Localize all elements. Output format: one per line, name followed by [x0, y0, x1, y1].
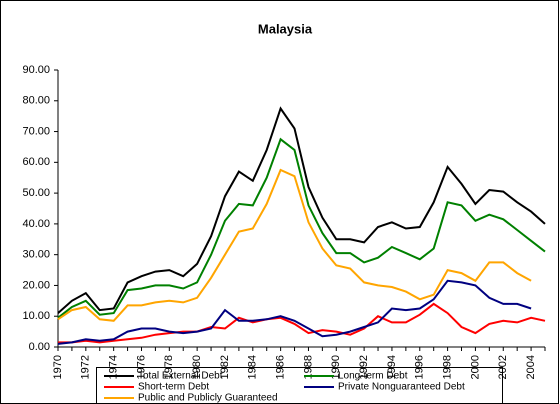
series-line [58, 302, 546, 344]
x-tick-label: 1984 [247, 355, 259, 379]
x-tick-label: 1970 [52, 355, 64, 379]
series-line [57, 279, 532, 345]
x-tick-label: 1980 [191, 355, 203, 379]
chart-title: Malaysia [258, 21, 313, 36]
y-tick-label: 20.00 [22, 279, 50, 291]
x-tick-label: 1998 [442, 355, 454, 379]
x-tick-label: 1986 [275, 355, 287, 379]
legend-label: Total External Debt [138, 371, 223, 382]
y-tick-label: 50.00 [22, 187, 50, 199]
x-tick-label: 1982 [219, 355, 231, 379]
legend-box [96, 367, 503, 404]
series-line [57, 106, 546, 314]
y-tick-label: 60.00 [22, 156, 50, 168]
x-tick-label: 1978 [163, 355, 175, 379]
series-line [57, 168, 532, 322]
x-tick-label: 1976 [135, 355, 147, 379]
x-tick-label: 1990 [330, 355, 342, 379]
legend-label: Private Nonguaranteed Debt [338, 382, 465, 393]
x-tick-label: 1994 [386, 355, 398, 379]
y-tick-label: 80.00 [22, 95, 50, 107]
y-tick-label: 90.00 [22, 64, 50, 76]
x-tick-label: 2004 [525, 355, 537, 379]
series-line [57, 137, 546, 319]
legend-label: Public and Publicly Guaranteed [138, 393, 278, 404]
y-tick-label: 10.00 [22, 310, 50, 322]
x-tick-label: 2000 [469, 355, 481, 379]
y-tick-label: 30.00 [22, 249, 50, 261]
legend-label: Long-term Debt [338, 371, 408, 382]
x-tick-label: 2002 [497, 355, 509, 379]
legend-label: Short-term Debt [138, 382, 209, 393]
x-tick-label: 1992 [358, 355, 370, 379]
x-tick-label: 1972 [80, 355, 92, 379]
x-tick-label: 1996 [414, 355, 426, 379]
x-tick-label: 1988 [302, 355, 314, 379]
y-tick-label: 70.00 [22, 125, 50, 137]
y-tick-label: 40.00 [22, 218, 50, 230]
y-tick-label: 0.00 [29, 341, 50, 353]
x-tick-label: 1974 [108, 355, 120, 379]
